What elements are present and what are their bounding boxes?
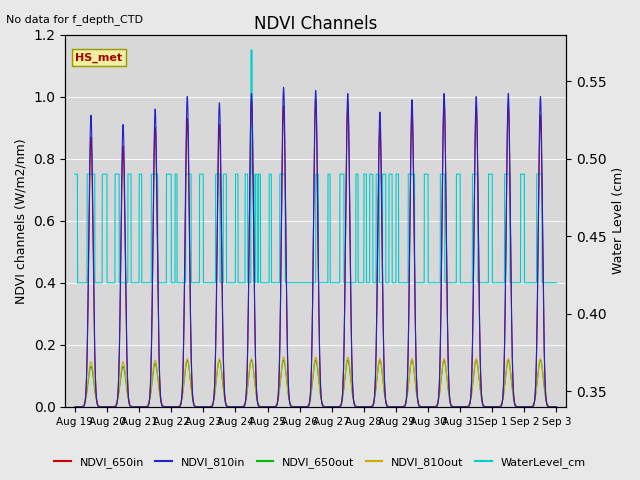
Y-axis label: Water Level (cm): Water Level (cm) xyxy=(612,167,625,274)
Text: HS_met: HS_met xyxy=(76,53,122,63)
Title: NDVI Channels: NDVI Channels xyxy=(254,15,378,33)
Text: No data for f_depth_CTD: No data for f_depth_CTD xyxy=(6,14,143,25)
Y-axis label: NDVI channels (W/m2/nm): NDVI channels (W/m2/nm) xyxy=(15,138,28,303)
Legend: NDVI_650in, NDVI_810in, NDVI_650out, NDVI_810out, WaterLevel_cm: NDVI_650in, NDVI_810in, NDVI_650out, NDV… xyxy=(50,452,590,472)
